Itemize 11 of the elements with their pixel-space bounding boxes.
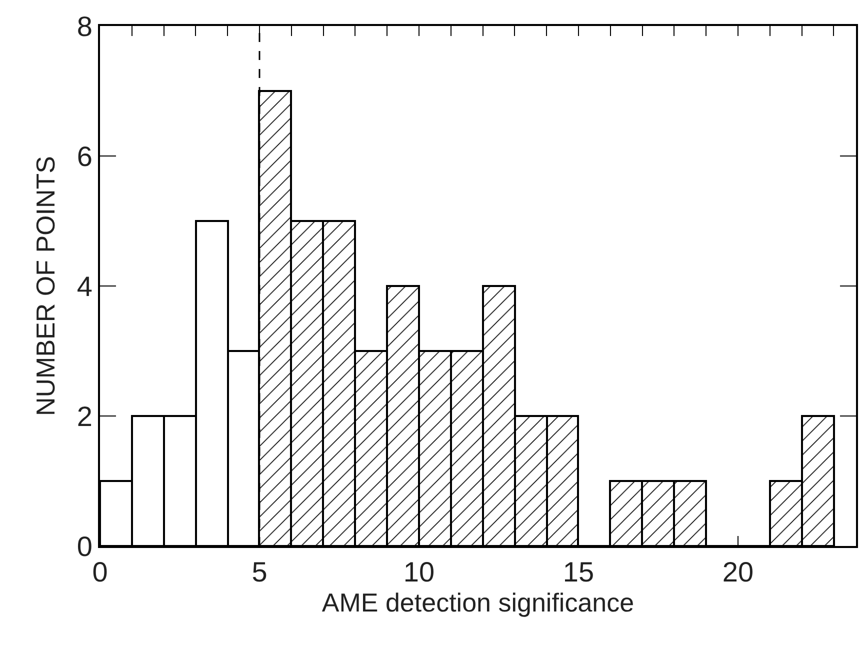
x-tick-label: 15 xyxy=(562,556,594,588)
y-tick-label: 2 xyxy=(76,400,92,432)
y-tick-label: 4 xyxy=(76,270,92,302)
x-axis-title: AME detection significance xyxy=(322,588,634,618)
y-tick-label: 0 xyxy=(76,530,92,562)
y-axis-title: NUMBER OF POINTS xyxy=(30,156,61,416)
y-tick-label: 6 xyxy=(76,140,92,172)
y-tick-label: 8 xyxy=(76,10,92,42)
x-tick-label: 20 xyxy=(722,556,754,588)
x-tick-label: 5 xyxy=(252,556,268,588)
x-tick-label: 10 xyxy=(403,556,435,588)
